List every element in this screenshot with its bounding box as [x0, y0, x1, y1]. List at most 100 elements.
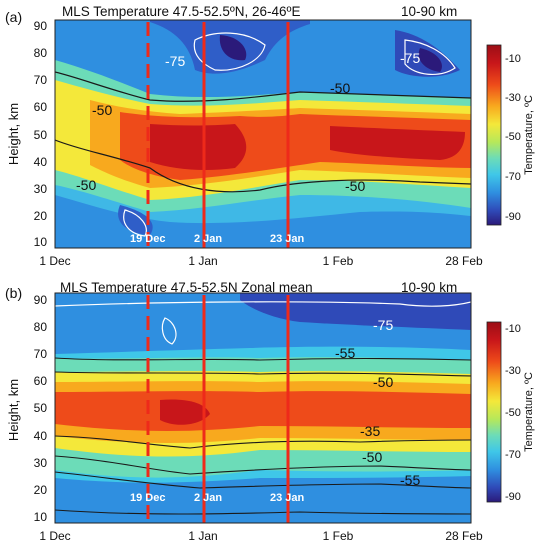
panel-a-event-label-19dec: 19 Dec — [130, 233, 165, 245]
panel-a-ytick-10: 10 — [34, 235, 48, 249]
panel-b-event-label-2jan: 2 Jan — [194, 492, 222, 504]
panel-a: (a) MLS Temperature 47.5-52.5ºN, 26-46ºE… — [5, 4, 535, 268]
panel-b-event-label-23jan: 23 Jan — [270, 492, 305, 504]
panel-a-event-label-2jan: 2 Jan — [194, 233, 222, 245]
panel-b-contour-label-5: -50 — [362, 449, 382, 465]
panel-b-contour-50-lower — [55, 455, 471, 475]
panel-b-ytick-50: 50 — [34, 401, 48, 415]
panel-a-contour-label-5: -50 — [76, 177, 96, 193]
panel-a-ytick-90: 90 — [34, 19, 48, 33]
panel-b-cbtick-2: -50 — [505, 407, 521, 419]
panel-b-cbtick-3: -70 — [505, 449, 521, 461]
panel-a-event-label-23jan: 23 Jan — [270, 233, 305, 245]
panel-b-contour-55-lower — [55, 471, 471, 489]
panel-a-contour-label-4: -50 — [330, 80, 350, 96]
panel-b-cbtick-4: -90 — [505, 491, 521, 503]
panel-b-ytick-10: 10 — [34, 510, 48, 524]
panel-b-contour-label-1: -75 — [373, 317, 393, 333]
panel-a-warm-core-2 — [330, 126, 465, 160]
panel-b-cbtick-0: -10 — [505, 323, 521, 335]
panel-a-contour-label-6: -50 — [345, 178, 365, 194]
panel-a-cbtick-4: -90 — [505, 211, 521, 223]
panel-a-contours — [55, 71, 471, 193]
panel-b-contour-label-3: -50 — [373, 374, 393, 390]
panel-a-white-contours — [123, 32, 456, 237]
panel-a-lower-cold — [55, 195, 471, 248]
panel-b-contours — [55, 357, 471, 515]
panel-b-ytick-70: 70 — [34, 347, 48, 361]
panel-b-heatmap — [55, 293, 471, 523]
panel-b-frame — [54, 292, 472, 524]
panel-b-contour-bottom — [55, 509, 471, 515]
panel-a-contour-upper — [55, 71, 471, 102]
panel-b-ytick-40: 40 — [34, 429, 48, 443]
panel-a-xtick-0: 1 Dec — [39, 254, 70, 268]
panel-b-contour-label-4: -35 — [360, 423, 380, 439]
panel-a-contour-label-3: -50 — [92, 102, 112, 118]
panel-a-contour-label-2: -75 — [400, 50, 420, 66]
panel-a-y-axis: 10 20 30 40 50 60 70 80 90 Height, km — [6, 19, 47, 249]
panel-a-x-axis: 1 Dec 1 Jan 1 Feb 28 Feb — [39, 254, 483, 268]
panel-a-cbtick-3: -70 — [505, 171, 521, 183]
panel-a-range-label: 10-90 km — [401, 4, 457, 19]
panel-b-range-label: 10-90 km — [401, 280, 457, 295]
panel-a-cbtick-1: -30 — [505, 92, 521, 104]
panel-b-xtick-3: 28 Feb — [445, 529, 483, 543]
panel-b-white-contour-1 — [55, 301, 471, 307]
panel-b-ytick-30: 30 — [34, 456, 48, 470]
panel-a-colorbar: -10 -30 -50 -70 -90 Temperature, ºC — [486, 44, 535, 226]
panel-a-white-contour-2 — [404, 39, 456, 75]
panel-a-label: (a) — [5, 9, 22, 25]
panel-a-ytick-80: 80 — [34, 46, 48, 60]
panel-a-cbtick-2: -50 — [505, 131, 521, 143]
panel-b-contour-50-upper — [55, 371, 471, 377]
panel-a-cold-core-2 — [418, 48, 442, 72]
panel-a-white-contour-1 — [193, 32, 266, 71]
panel-b-xtick-2: 1 Feb — [323, 529, 354, 543]
panel-a-heatmap — [55, 20, 471, 248]
panel-b-white-contours — [55, 301, 471, 345]
panel-b-label: (b) — [5, 285, 22, 301]
panel-b-red-band — [55, 391, 471, 431]
panel-b-ytick-90: 90 — [34, 293, 48, 307]
panel-b: (b) MLS Temperature 47.5-52.5N Zonal mea… — [5, 280, 535, 543]
panel-b-white-contour-2 — [161, 317, 177, 345]
panel-b-ytick-20: 20 — [34, 483, 48, 497]
panel-a-xtick-3: 28 Feb — [445, 254, 483, 268]
panel-a-contour-lower — [55, 139, 471, 193]
panel-b-xtick-0: 1 Dec — [39, 529, 70, 543]
panel-b-colorbar-label: Temperature, ºC — [523, 372, 535, 452]
panel-b-contour-35 — [55, 435, 471, 449]
panel-a-colorbar-label: Temperature, ºC — [523, 95, 535, 175]
panel-a-ytick-30: 30 — [34, 182, 48, 196]
panel-a-frame — [54, 19, 472, 249]
panel-a-white-contour-3 — [123, 209, 147, 237]
panel-b-cbtick-1: -30 — [505, 365, 521, 377]
panel-b-ytick-60: 60 — [34, 374, 48, 388]
panel-a-ylabel: Height, km — [6, 103, 21, 165]
panel-a-ytick-50: 50 — [34, 128, 48, 142]
panel-a-cold-core-1 — [219, 35, 247, 61]
panel-a-contour-label-1: -75 — [165, 53, 185, 69]
panel-a-ytick-40: 40 — [34, 155, 48, 169]
panel-a-colorbar-gradient — [486, 44, 502, 226]
panel-a-xtick-2: 1 Feb — [323, 254, 354, 268]
panel-b-warm-core — [160, 399, 210, 425]
panel-a-title: MLS Temperature 47.5-52.5ºN, 26-46ºE — [62, 4, 301, 19]
panel-b-colorbar: -10 -30 -50 -70 -90 Temperature, ºC — [486, 321, 535, 503]
panel-b-ytick-80: 80 — [34, 320, 48, 334]
panel-a-ytick-20: 20 — [34, 209, 48, 223]
panel-a-warm-core-1 — [150, 124, 247, 170]
panel-b-xtick-1: 1 Jan — [188, 529, 217, 543]
panel-b-event-label-19dec: 19 Dec — [130, 492, 165, 504]
panel-b-contour-label-2: -55 — [335, 345, 355, 361]
panel-b-ylabel: Height, km — [6, 379, 21, 441]
panel-b-lower-cold — [55, 476, 471, 523]
panel-b-colorbar-gradient — [486, 321, 502, 503]
panel-a-cbtick-0: -10 — [505, 53, 521, 65]
panel-b-y-axis: 10 20 30 40 50 60 70 80 90 Height, km — [6, 293, 47, 524]
panel-a-ytick-70: 70 — [34, 73, 48, 87]
panel-b-title: MLS Temperature 47.5-52.5N Zonal mean — [60, 280, 313, 295]
panel-a-lower-cold-core — [118, 205, 153, 235]
